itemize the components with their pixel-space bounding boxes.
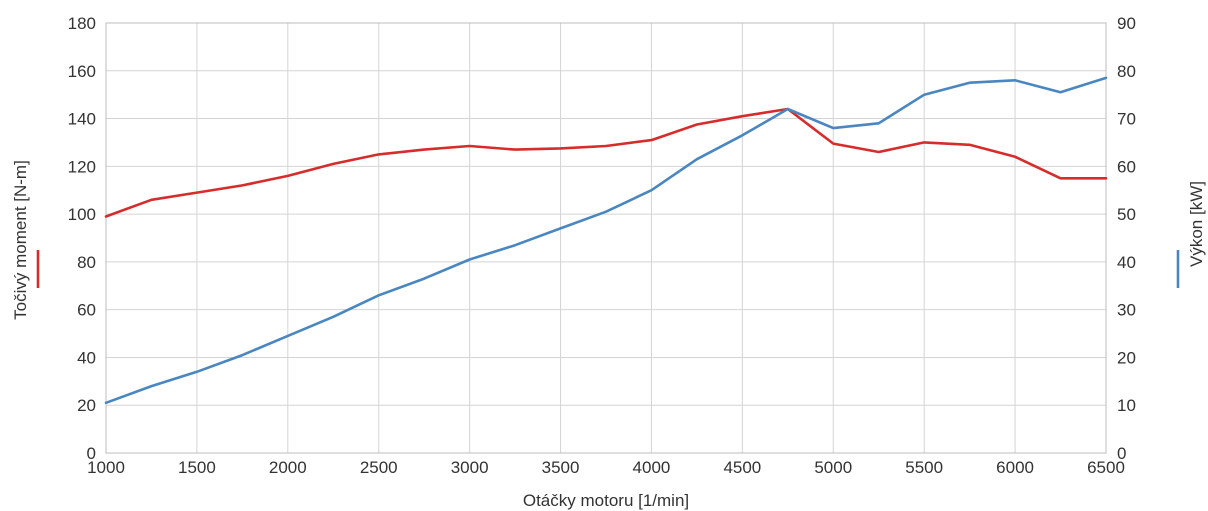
y2-axis-title: Výkon [kW]	[1187, 181, 1206, 267]
y2-tick-label: 60	[1117, 157, 1136, 176]
x-tick-label: 5500	[905, 458, 943, 477]
x-tick-label: 4500	[723, 458, 761, 477]
x-tick-label: 5000	[814, 458, 852, 477]
y-tick-label: 120	[68, 157, 96, 176]
y2-tick-label: 40	[1117, 253, 1136, 272]
x-tick-label: 2500	[360, 458, 398, 477]
x-axis-title: Otáčky motoru [1/min]	[523, 491, 689, 510]
x-tick-label: 6000	[996, 458, 1034, 477]
x-tick-label: 2000	[269, 458, 307, 477]
y2-tick-label: 80	[1117, 62, 1136, 81]
y-tick-label: 140	[68, 110, 96, 129]
y2-tick-label: 70	[1117, 110, 1136, 129]
power-series-line	[104, 76, 1108, 405]
y-tick-label: 0	[87, 444, 96, 463]
x-tick-label: 1000	[87, 458, 125, 477]
y-tick-label: 100	[68, 205, 96, 224]
x-tick-label: 3000	[451, 458, 489, 477]
y2-tick-label: 20	[1117, 348, 1136, 367]
y-tick-label: 180	[68, 14, 96, 33]
torque-series-line	[104, 107, 1108, 218]
x-tick-label: 6500	[1087, 458, 1125, 477]
y2-tick-label: 0	[1117, 444, 1126, 463]
y2-tick-label: 10	[1117, 396, 1136, 415]
y2-tick-label: 30	[1117, 301, 1136, 320]
y-tick-label: 160	[68, 62, 96, 81]
y-tick-label: 20	[77, 396, 96, 415]
y-tick-label: 60	[77, 301, 96, 320]
x-tick-label: 1500	[178, 458, 216, 477]
y2-tick-label: 90	[1117, 14, 1136, 33]
series-group	[104, 76, 1108, 405]
y-tick-label: 40	[77, 348, 96, 367]
tick-labels: 1000 1500 2000 2500 3000 3500 4000 4500 5000 5500…	[68, 14, 1136, 477]
y-axis-title: Točivý moment [N-m]	[11, 160, 30, 320]
y2-tick-label: 50	[1117, 205, 1136, 224]
x-tick-label: 4000	[633, 458, 671, 477]
plot-frame	[105, 22, 1107, 454]
y-tick-label: 80	[77, 253, 96, 272]
x-tick-label: 3500	[542, 458, 580, 477]
